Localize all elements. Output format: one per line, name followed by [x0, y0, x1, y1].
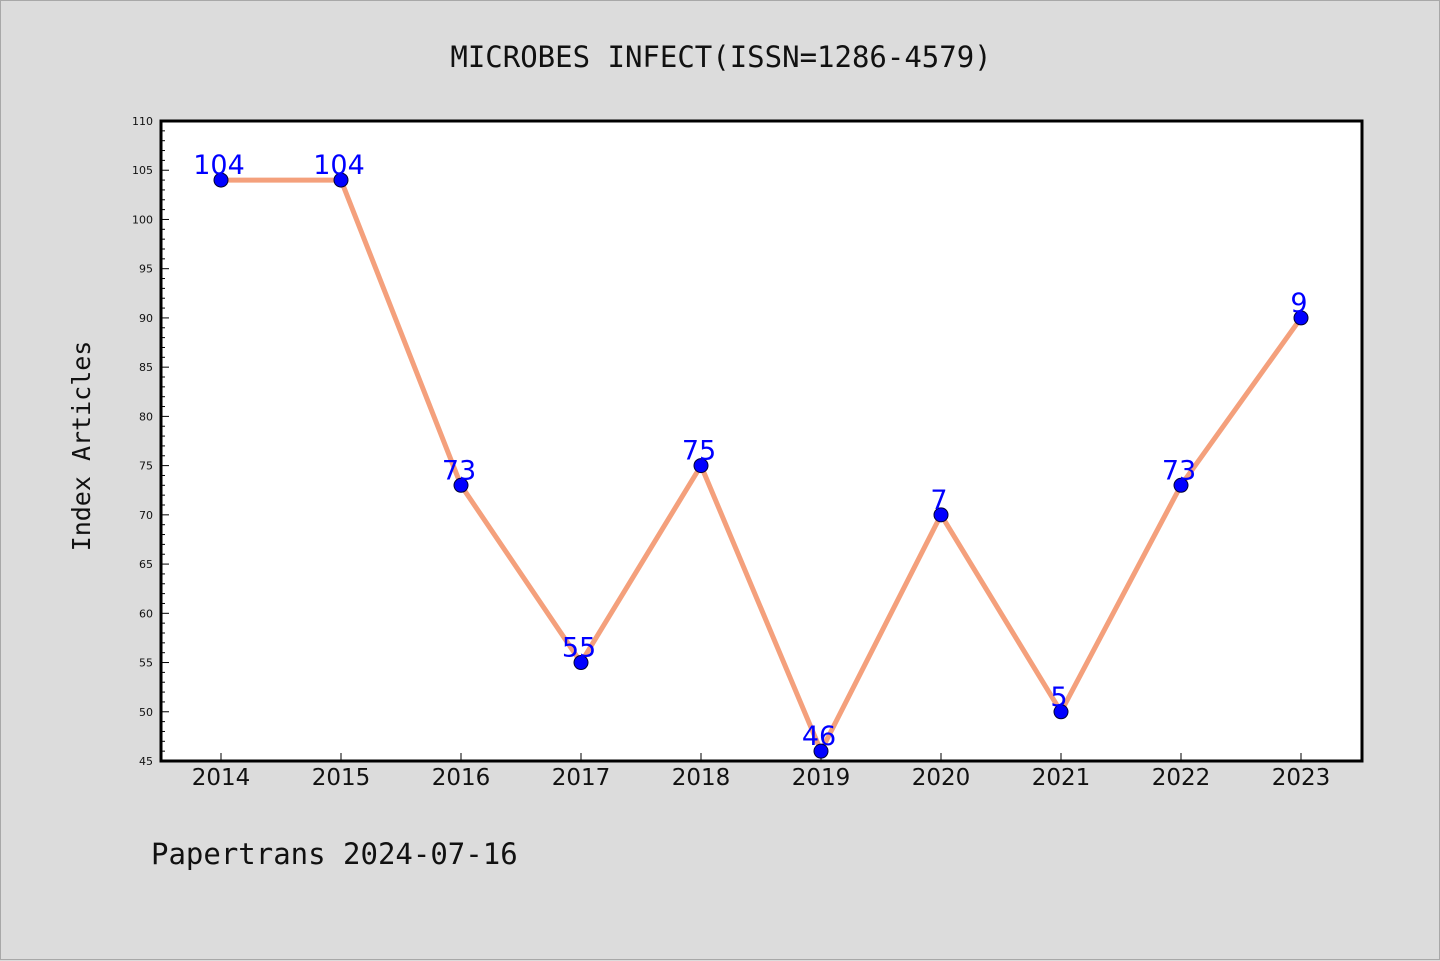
footer-credit: Papertrans 2024-07-16 — [151, 837, 518, 871]
x-tick-label: 2020 — [912, 765, 971, 791]
x-tick-label: 2019 — [792, 765, 851, 791]
data-point — [213, 172, 229, 188]
data-label: 7 — [930, 485, 947, 516]
data-label: 9 — [1290, 288, 1307, 319]
data-point — [573, 655, 589, 671]
y-tick-label: 50 — [139, 706, 153, 719]
data-label: 73 — [1162, 455, 1196, 486]
x-axis: 2014 2015 2016 2017 2018 2019 2020 2021 2022 2023 — [192, 753, 1331, 791]
y-axis: 45 50 55 60 65 70 75 80 85 90 95 100 105 110 — [132, 115, 169, 768]
x-tick-label: 2016 — [432, 765, 491, 791]
data-label: 46 — [802, 721, 836, 752]
y-tick-label: 60 — [139, 607, 153, 620]
x-tick-label: 2014 — [192, 765, 251, 791]
x-tick-label: 2023 — [1272, 765, 1331, 791]
data-label: 5 — [1050, 682, 1067, 713]
y-tick-label: 80 — [139, 410, 153, 423]
y-tick-label: 45 — [139, 755, 153, 768]
x-tick-label: 2018 — [672, 765, 731, 791]
data-point — [1293, 310, 1309, 326]
chart-title: MICROBES INFECT(ISSN=1286-4579) — [450, 40, 991, 74]
series-line — [218, 177, 1304, 754]
data-label: 75 — [682, 436, 716, 467]
data-point — [333, 172, 349, 188]
data-label: 73 — [442, 455, 476, 486]
y-tick-label: 110 — [132, 115, 153, 128]
x-tick-label: 2021 — [1032, 765, 1091, 791]
y-axis-label: Index Articles — [67, 341, 96, 552]
y-tick-label: 65 — [139, 558, 153, 571]
y-tick-label: 90 — [139, 312, 153, 325]
y-tick-label: 70 — [139, 509, 153, 522]
plot-area — [159, 119, 1364, 763]
data-label: 104 — [313, 150, 365, 181]
y-tick-label: 105 — [132, 164, 153, 177]
y-tick-label: 85 — [139, 361, 153, 374]
data-point — [693, 458, 709, 474]
y-tick-label: 55 — [139, 657, 153, 670]
data-point — [933, 507, 949, 523]
data-point — [1173, 477, 1189, 493]
y-tick-label: 100 — [132, 213, 153, 226]
data-point — [453, 477, 469, 493]
data-point — [1053, 704, 1069, 720]
x-tick-label: 2017 — [552, 765, 611, 791]
x-tick-label: 2015 — [312, 765, 371, 791]
data-label: 55 — [562, 633, 596, 664]
data-label: 104 — [193, 150, 245, 181]
y-tick-label: 95 — [139, 263, 153, 276]
y-tick-label: 75 — [139, 460, 153, 473]
x-tick-label: 2022 — [1152, 765, 1211, 791]
data-point — [813, 743, 829, 759]
